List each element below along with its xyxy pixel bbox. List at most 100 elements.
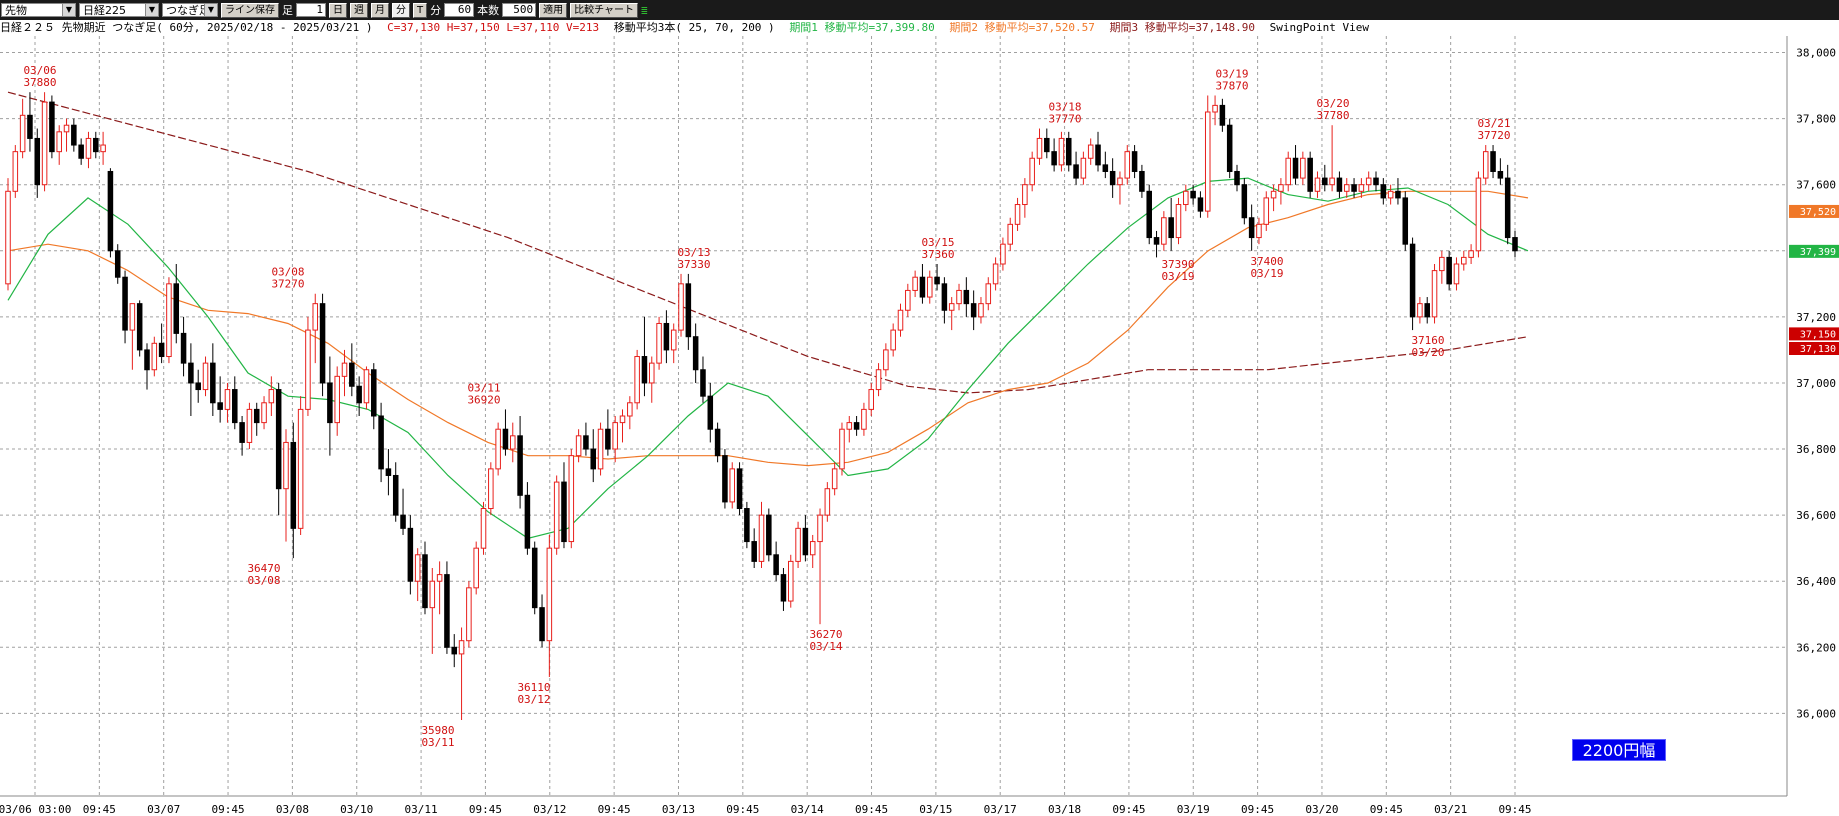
candle [627,396,633,430]
candle-body [605,428,611,450]
candle [919,264,926,304]
chart-type-select-value: つなぎ足 [166,4,204,17]
tick-button[interactable]: T [413,2,428,18]
candle-body [1351,184,1357,192]
month-button[interactable]: 月 [371,2,389,18]
candle-body [656,322,662,364]
candle [1285,151,1291,192]
candle-body [1314,177,1321,192]
candle [678,273,684,337]
candle [312,293,319,364]
candle [488,462,494,516]
day-button[interactable]: 日 [329,2,347,18]
candle-body [817,514,823,543]
ma200-line [7,91,1529,394]
swing-point-label: 37770 [1048,113,1081,126]
x-tick-label: 03/13 [662,803,695,816]
candle [685,273,692,350]
candle [1431,264,1438,324]
market-select[interactable]: 先物 ▼ [1,3,76,17]
candle-body [1490,151,1496,172]
candle-body [451,646,458,655]
swing-point-label: 03/21 [1477,117,1510,130]
candle [1190,184,1196,205]
candle [809,534,816,568]
candle [275,382,282,516]
candle-body [553,481,560,549]
price-tag-label: 37,520 [1800,207,1836,218]
candle-body [802,527,809,556]
y-tick-label: 37,600 [1796,179,1836,192]
save-lines-button[interactable]: ライン保存 [221,2,279,18]
candle-body [312,303,319,331]
x-tick-label: 03/11 [405,803,438,816]
candle [605,409,611,456]
candle-body [678,283,684,331]
candle-body [407,527,414,582]
swing-point-label: 03/08 [247,574,280,587]
candle [502,409,509,456]
equalizer-icon[interactable]: ≣ [641,3,648,17]
candle [1256,217,1262,245]
count-input[interactable]: 500 [502,3,537,17]
candle [444,561,450,654]
swing-point-label: 03/20 [1411,346,1444,359]
ma-title: 移動平均3本( 25, 70, 200 ) [613,21,775,34]
candle [363,366,370,410]
swing-point-label: 03/12 [517,693,550,706]
candle [297,396,304,535]
candle [371,363,377,430]
candle [992,257,999,291]
candle-body [1226,124,1233,172]
candle-body [458,640,465,655]
candle-body [392,474,399,516]
minute-button[interactable]: 分 [392,2,410,18]
apply-button[interactable]: 適用 [539,2,568,18]
candle [1146,184,1152,245]
candle-body [1234,170,1240,186]
candle-body [714,428,721,457]
candle [166,277,172,364]
candle [19,98,26,159]
swing-point-label: 37390 [1161,258,1194,271]
candle-body [371,369,377,417]
compare-chart-button[interactable]: 比較チャート [570,2,639,18]
candle-body [1080,157,1087,179]
candle [12,145,19,198]
candle [1482,145,1489,185]
candle [210,343,216,416]
minute-input[interactable]: 60 [444,3,475,17]
candle [1417,297,1423,324]
chart-type-select[interactable]: つなぎ足 ▼ [162,3,218,17]
candle-body [627,402,633,417]
candle-body [861,408,867,430]
candle-body [1512,237,1518,252]
candle-body [1387,190,1394,199]
candle [1241,178,1248,225]
period-input[interactable]: 1 [296,3,326,17]
candle [1051,138,1057,172]
swing-point-label: 37720 [1477,129,1510,142]
candle [890,323,896,357]
candle [1102,151,1109,179]
x-tick-label: 09:45 [1241,803,1274,816]
candle [780,568,787,611]
candle-body [1029,157,1035,186]
candle [85,131,92,169]
candle-body [173,283,180,334]
candle [531,541,538,615]
x-tick-label: 09:45 [83,803,116,816]
candle [1336,171,1343,198]
candle [1446,250,1452,291]
candle-body [1270,190,1277,199]
candlestick-chart[interactable]: 36,000 36,200 36,400 36,600 36,800 37,000 37,2… [0,36,1839,816]
candle [268,376,275,416]
candle-body [1329,177,1335,186]
candle [107,168,114,258]
candle-body [41,101,48,186]
candle [897,303,904,337]
candle-body [1373,177,1379,186]
index-select[interactable]: 日経225 ▼ [79,3,159,17]
week-button[interactable]: 週 [350,2,368,18]
candle [414,548,421,602]
